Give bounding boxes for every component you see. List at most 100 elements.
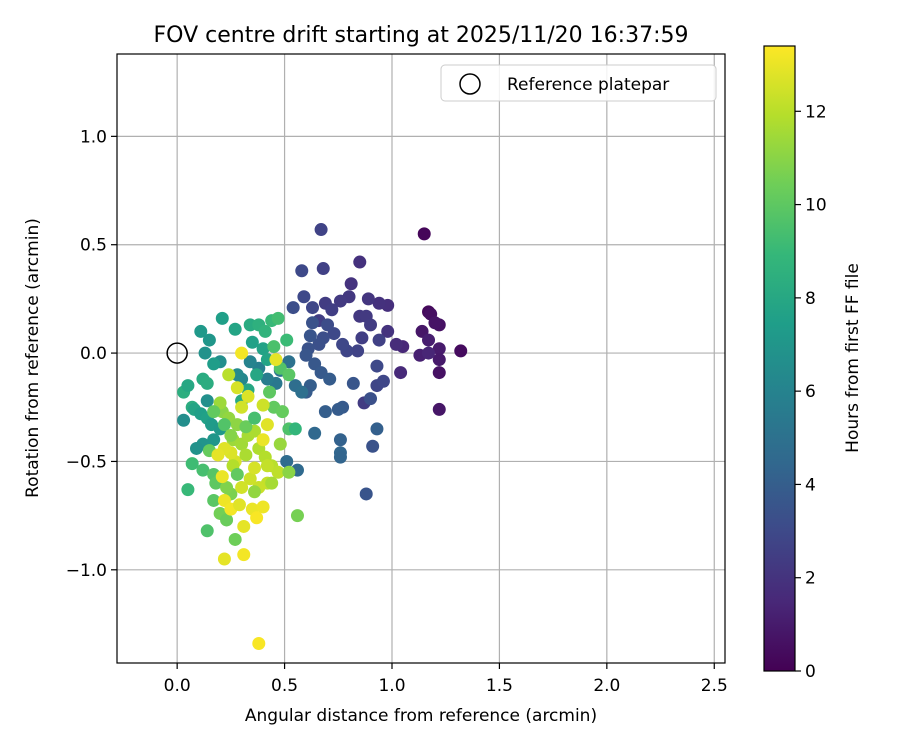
data-point <box>273 437 287 451</box>
data-point <box>355 331 369 345</box>
y-tick-label: 0.0 <box>80 344 107 364</box>
colorbar-tick-label: 12 <box>805 102 827 122</box>
data-point <box>422 346 436 360</box>
data-point <box>308 426 322 440</box>
data-point <box>250 368 264 382</box>
data-point <box>331 402 345 416</box>
data-point <box>359 487 373 501</box>
data-point <box>215 311 229 325</box>
x-axis-ticks: 0.0 0.5 1.0 1.5 2.0 2.5 <box>164 663 728 696</box>
colorbar-ticks: 0 2 4 6 8 10 12 <box>795 102 827 682</box>
data-point <box>235 480 249 494</box>
data-point <box>314 223 328 237</box>
x-tick-label: 2.0 <box>593 676 620 696</box>
colorbar-tick-label: 2 <box>805 569 816 589</box>
data-point <box>376 374 390 388</box>
data-point <box>243 355 257 369</box>
data-point <box>282 465 296 479</box>
data-point <box>333 294 347 308</box>
data-point <box>366 439 380 453</box>
data-point <box>228 322 242 336</box>
data-point <box>241 389 255 403</box>
data-point <box>344 277 358 291</box>
data-point <box>200 394 214 408</box>
legend: Reference platepar <box>440 64 717 102</box>
data-point <box>432 402 446 416</box>
data-point <box>260 459 274 473</box>
data-point <box>256 433 270 447</box>
data-point <box>394 366 408 380</box>
data-point <box>271 465 285 479</box>
colorbar-tick-label: 6 <box>805 382 816 402</box>
data-point <box>286 301 300 315</box>
data-point <box>295 385 309 399</box>
data-point <box>217 552 231 566</box>
data-point <box>230 381 244 395</box>
data-point <box>280 454 294 468</box>
data-point <box>198 346 212 360</box>
data-point <box>351 344 365 358</box>
colorbar-tick-label: 0 <box>805 662 816 682</box>
data-point <box>247 411 261 425</box>
data-point <box>258 324 272 338</box>
data-point <box>321 318 335 332</box>
legend-label: Reference platepar <box>507 75 669 95</box>
data-point <box>417 227 431 241</box>
data-point <box>306 301 320 315</box>
data-point <box>237 548 251 562</box>
data-point <box>239 448 253 462</box>
data-point <box>207 405 221 419</box>
data-point <box>256 342 270 356</box>
data-point <box>336 337 350 351</box>
data-point <box>263 385 277 399</box>
data-point <box>370 422 384 436</box>
data-point <box>265 476 279 490</box>
data-point <box>217 418 231 432</box>
data-point <box>222 368 236 382</box>
data-point <box>370 359 384 373</box>
data-point <box>247 485 261 499</box>
data-point <box>280 333 294 347</box>
data-point <box>220 513 234 527</box>
data-point <box>181 379 195 393</box>
data-point <box>299 348 313 362</box>
data-point <box>432 353 446 367</box>
data-point <box>230 467 244 481</box>
reference-marker <box>166 342 188 364</box>
data-point <box>243 472 257 486</box>
data-point <box>237 519 251 533</box>
data-point <box>235 400 249 414</box>
x-tick-label: 0.5 <box>271 676 298 696</box>
data-point <box>318 405 332 419</box>
data-point <box>207 433 221 447</box>
data-point <box>239 420 253 434</box>
data-point <box>316 262 330 276</box>
data-point <box>256 500 270 514</box>
data-point <box>282 368 296 382</box>
data-point <box>207 357 221 371</box>
data-points <box>177 223 468 650</box>
data-point <box>303 329 317 343</box>
data-point <box>260 418 274 432</box>
reference-point <box>166 342 188 364</box>
data-point <box>428 316 442 330</box>
x-tick-label: 1.0 <box>378 676 405 696</box>
colorbar-tick-label: 10 <box>805 196 827 216</box>
data-point <box>364 318 378 332</box>
data-point <box>250 511 264 525</box>
plot-frame <box>116 53 726 664</box>
data-point <box>295 264 309 278</box>
y-tick-label: 1.0 <box>80 127 107 147</box>
data-point <box>247 461 261 475</box>
data-point <box>207 493 221 507</box>
data-point <box>177 413 191 427</box>
legend-marker-circle <box>459 73 481 95</box>
colorbar-tick-label: 4 <box>805 475 816 495</box>
data-point <box>196 463 210 477</box>
data-point <box>275 405 289 419</box>
data-point <box>211 448 225 462</box>
y-axis-ticks: −1.0 −0.5 0.0 0.5 1.0 <box>66 127 117 581</box>
legend-box <box>440 64 717 102</box>
data-point <box>267 340 281 354</box>
